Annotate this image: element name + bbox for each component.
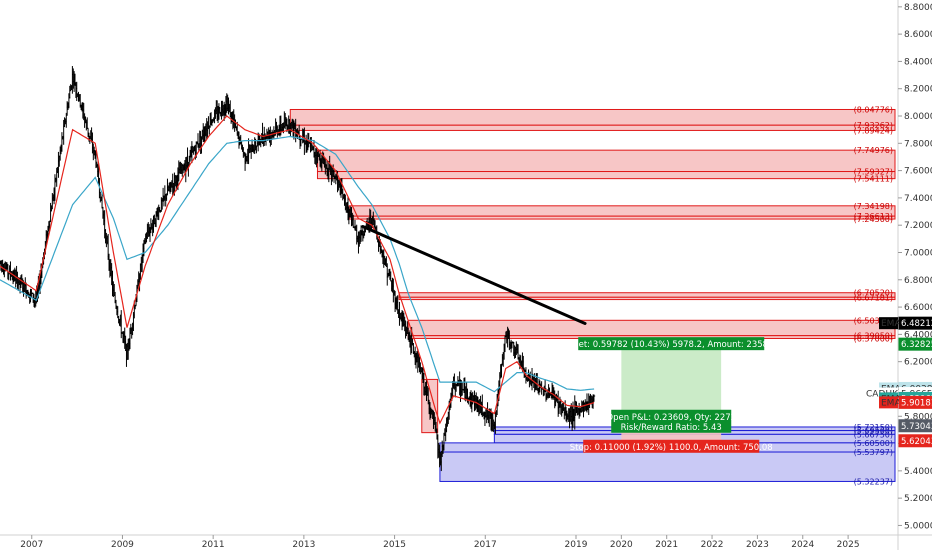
target-label: Target: 0.59782 (10.43%) 5978.2, Amount:… xyxy=(560,340,782,350)
time-tick-label: 2009 xyxy=(111,540,134,550)
resistance-zone xyxy=(348,215,896,220)
time-tick-label: 2024 xyxy=(791,540,814,550)
price-tag-prefix-box xyxy=(879,317,898,330)
price-tick-label: 7.80000 xyxy=(904,139,932,149)
ema-fast-line xyxy=(0,115,595,425)
resistance-zone-label: (7.74976) xyxy=(854,146,893,155)
ema-slow-line xyxy=(0,135,595,393)
time-tick-label: 2023 xyxy=(746,540,769,550)
resistance-zone-label: (7.34198) xyxy=(854,202,893,211)
price-tag-box xyxy=(898,434,932,448)
price-tag-value: 6.32825 xyxy=(901,340,932,350)
resistance-zone xyxy=(398,292,896,298)
price-tick-label: 7.20000 xyxy=(904,221,932,231)
price-bars xyxy=(0,66,596,472)
price-tick-label: 6.60000 xyxy=(904,303,932,313)
resistance-zone-label: (8.04776) xyxy=(854,105,893,114)
risk-reward-label: Risk/Reward Ratio: 5.43 xyxy=(621,423,722,433)
resistance-zone-label: (7.59327) xyxy=(854,168,893,177)
support-zone-label: (5.66750) xyxy=(854,430,893,439)
pnl-label-box xyxy=(611,409,732,433)
price-tag-value: 6.48212 xyxy=(901,319,932,329)
stop-label-box xyxy=(583,439,760,453)
price-tick-label: 8.00000 xyxy=(904,112,932,122)
price-tag-prefix: EMA xyxy=(881,398,901,408)
price-tick-label: 7.00000 xyxy=(904,248,932,258)
price-tick-label: 7.60000 xyxy=(904,167,932,177)
resistance-zone-label: (6.50312) xyxy=(854,316,893,325)
support-zone-label: (5.72150) xyxy=(854,423,893,432)
resistance-zone-label: (7.89424) xyxy=(854,126,893,135)
support-zone-label: (5.53797) xyxy=(854,448,893,457)
time-tick-label: 2019 xyxy=(565,540,588,550)
time-axis[interactable]: 2007 2009 2011 2013 2015 2017 2019 2020 2021 2022… xyxy=(20,535,860,550)
resistance-zone xyxy=(316,149,896,173)
price-tick-label: 5.00000 xyxy=(904,521,932,531)
price-tag-prefix: EMA xyxy=(881,319,901,329)
resistance-zone-label: (6.70520) xyxy=(854,289,893,298)
position-tool[interactable]: Target: 0.59782 (10.43%) 5978.2, Amount:… xyxy=(560,337,782,453)
trendline xyxy=(361,225,587,325)
price-tag-prefix-box xyxy=(879,396,898,409)
price-tag-box xyxy=(898,316,932,330)
price-tick-label: 6.20000 xyxy=(904,358,932,368)
price-tick-label: 6.80000 xyxy=(904,276,932,286)
resistance-zone xyxy=(316,171,896,180)
resistance-zone-label: (7.93262) xyxy=(854,121,893,130)
price-tag-value: 5.62043 xyxy=(901,437,932,447)
target-label-box xyxy=(578,337,765,351)
support-zone-label: (5.32237) xyxy=(854,477,893,486)
price-tag-value: 5.90181 xyxy=(901,398,932,408)
price-tags: EMA6.482126.32825EMA6.00382CADHKD5.96652… xyxy=(864,316,932,448)
price-tick-label: 5.80000 xyxy=(904,412,932,422)
price-tag-box xyxy=(898,337,932,351)
price-tick-label: 8.40000 xyxy=(904,57,932,67)
price-tag-box xyxy=(898,395,932,409)
resistance-zone-label: (6.67181) xyxy=(854,293,893,302)
resistance-zone xyxy=(348,205,896,217)
resistance-zone xyxy=(289,108,896,126)
time-tick-label: 2007 xyxy=(20,540,43,550)
time-tick-label: 2015 xyxy=(383,540,406,550)
resistance-zone-label: (7.24500) xyxy=(854,215,893,224)
support-zone xyxy=(439,451,896,482)
price-tick-label: 8.80000 xyxy=(904,3,932,13)
trendline-drawing[interactable] xyxy=(361,225,587,325)
resistance-zone-label: (6.37000) xyxy=(854,334,893,343)
resistance-zone-label: (6.39050) xyxy=(854,332,893,341)
price-tick-label: 8.20000 xyxy=(904,85,932,95)
resistance-zone-label: (7.54111) xyxy=(854,175,893,184)
resistance-zone xyxy=(407,319,896,337)
time-tick-label: 2022 xyxy=(701,540,724,550)
resistance-zone xyxy=(398,296,896,301)
price-axis-panel xyxy=(898,0,932,550)
time-tick-label: 2025 xyxy=(837,540,860,550)
time-tick-label: 2017 xyxy=(474,540,497,550)
price-tick-label: 5.20000 xyxy=(904,494,932,504)
support-zone-label: (5.69500) xyxy=(854,427,893,436)
support-zone-label: (5.60500) xyxy=(854,439,893,448)
price-tick-label: 7.40000 xyxy=(904,194,932,204)
price-tick-label: 5.40000 xyxy=(904,467,932,477)
price-tag-value: 5.73043 xyxy=(901,422,932,432)
stop-label: Stop: 0.11000 (1.92%) 1100.0, Amount: 75… xyxy=(570,443,773,453)
pnl-label: Open P&L: 0.23609, Qty: 2272 xyxy=(606,413,736,423)
time-tick-label: 2011 xyxy=(202,540,225,550)
ema-lines xyxy=(0,115,595,425)
price-tag-box xyxy=(898,419,932,433)
resistance-zone-label: (7.26613) xyxy=(854,212,893,221)
price-axis[interactable]: 8.80000 8.60000 8.40000 8.20000 8.00000 7.800… xyxy=(898,3,932,532)
time-tick-label: 2020 xyxy=(610,540,633,550)
resistance-zone xyxy=(289,124,896,131)
time-tick-label: 2013 xyxy=(292,540,315,550)
price-tick-label: 6.40000 xyxy=(904,330,932,340)
time-tick-label: 2021 xyxy=(655,540,678,550)
price-tick-label: 8.60000 xyxy=(904,30,932,40)
